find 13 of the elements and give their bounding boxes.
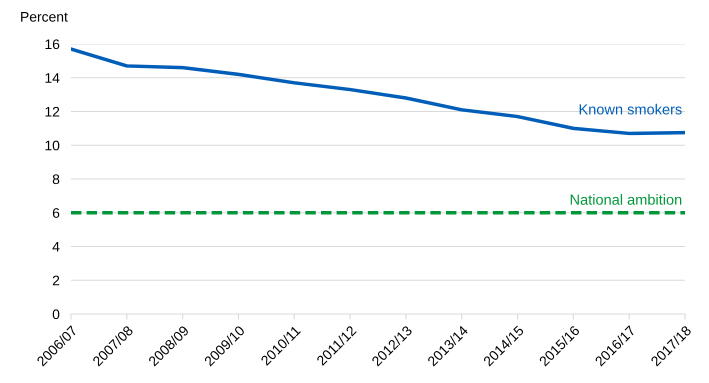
y-tick-label: 8 (52, 174, 60, 184)
line-series (71, 47, 685, 136)
y-tick-label: 16 (46, 39, 60, 50)
y-tick-label: 14 (46, 73, 60, 83)
ref-line-label: National ambition (570, 194, 682, 205)
y-tick-label: 0 (52, 309, 60, 320)
y-axis-title: Percent (21, 12, 68, 22)
y-tick-label: 12 (46, 106, 60, 117)
series-label: Known smokers (580, 104, 682, 115)
y-tick-label: 2 (52, 276, 60, 286)
y-tick-label: 10 (46, 140, 60, 150)
y-tick-label: 6 (52, 208, 60, 218)
y-tick-label: 4 (52, 242, 60, 252)
